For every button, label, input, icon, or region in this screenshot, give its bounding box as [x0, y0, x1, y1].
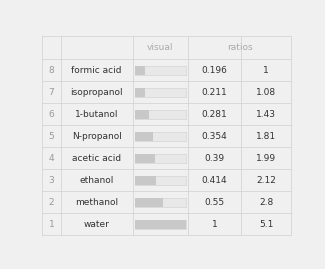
Text: water: water — [84, 220, 110, 229]
Bar — [135, 66, 145, 75]
Text: 1-butanol: 1-butanol — [75, 110, 118, 119]
Text: 2: 2 — [48, 198, 54, 207]
Bar — [135, 220, 186, 229]
Bar — [135, 198, 186, 207]
Text: 0.211: 0.211 — [202, 88, 227, 97]
Bar — [135, 88, 145, 97]
Bar — [135, 132, 186, 141]
Bar — [135, 110, 186, 119]
Text: N-propanol: N-propanol — [72, 132, 122, 141]
Bar — [135, 154, 186, 163]
Text: 2.12: 2.12 — [256, 176, 276, 185]
Text: 3: 3 — [48, 176, 54, 185]
Text: 1.43: 1.43 — [256, 110, 276, 119]
Text: 2.8: 2.8 — [259, 198, 273, 207]
Text: 0.55: 0.55 — [204, 198, 225, 207]
Bar — [135, 220, 186, 229]
Text: formic acid: formic acid — [72, 66, 122, 75]
Text: 1.81: 1.81 — [256, 132, 276, 141]
Text: methanol: methanol — [75, 198, 118, 207]
Bar — [135, 154, 155, 163]
Text: 1.08: 1.08 — [256, 88, 276, 97]
Bar — [135, 132, 153, 141]
Bar — [135, 66, 186, 75]
Text: 0.196: 0.196 — [202, 66, 228, 75]
Text: ethanol: ethanol — [80, 176, 114, 185]
Bar — [135, 88, 186, 97]
Text: 0.414: 0.414 — [202, 176, 227, 185]
Text: 4: 4 — [48, 154, 54, 163]
Bar — [135, 198, 163, 207]
Text: 0.354: 0.354 — [202, 132, 227, 141]
Text: 0.281: 0.281 — [202, 110, 227, 119]
Text: 6: 6 — [48, 110, 54, 119]
Text: 0.39: 0.39 — [204, 154, 225, 163]
Text: 7: 7 — [48, 88, 54, 97]
Text: acetic acid: acetic acid — [72, 154, 121, 163]
Text: 5.1: 5.1 — [259, 220, 273, 229]
Text: 1: 1 — [263, 66, 269, 75]
Text: 1: 1 — [212, 220, 217, 229]
Bar — [135, 176, 186, 185]
Text: ratios: ratios — [227, 43, 253, 52]
Bar — [135, 176, 156, 185]
Text: visual: visual — [147, 43, 174, 52]
Text: 1.99: 1.99 — [256, 154, 276, 163]
Text: 5: 5 — [48, 132, 54, 141]
Text: 1: 1 — [48, 220, 54, 229]
Text: 8: 8 — [48, 66, 54, 75]
Text: isopropanol: isopropanol — [70, 88, 123, 97]
Bar — [135, 110, 149, 119]
